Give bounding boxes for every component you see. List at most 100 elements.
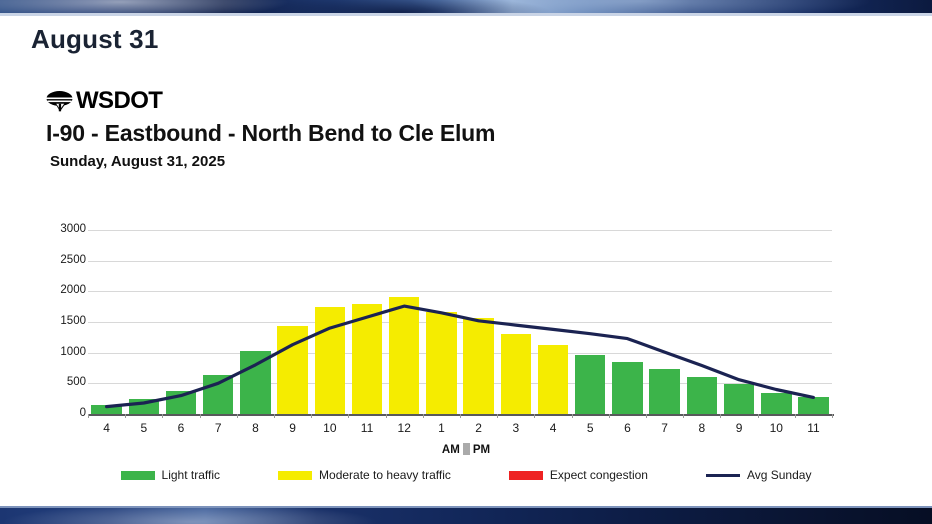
- bar-series: [88, 230, 832, 414]
- gridline: [88, 291, 832, 293]
- bar: [649, 368, 680, 414]
- x-axis-tick: [534, 414, 536, 418]
- x-axis-tick: [348, 414, 350, 418]
- x-axis-tick-label: 2: [475, 421, 482, 435]
- wsdot-logo-row: WSDOT: [46, 87, 495, 114]
- bar: [388, 297, 420, 414]
- y-axis-tick-label: 0: [79, 407, 86, 419]
- x-axis-tick-label: 6: [624, 421, 631, 435]
- legend-label: Light traffic: [161, 468, 221, 482]
- y-axis-tick-label: 1000: [60, 345, 86, 358]
- bar: [537, 344, 569, 414]
- bar: [686, 377, 718, 414]
- bar: [240, 351, 271, 414]
- x-axis-tick: [794, 414, 796, 418]
- x-axis-line: [88, 414, 834, 416]
- bar-slot: [534, 230, 571, 414]
- x-axis-tick-label: 11: [360, 421, 374, 435]
- bar: [91, 404, 122, 414]
- y-axis-tick-label: 3000: [60, 223, 86, 235]
- x-axis-labels: 4 5 6 7 8 9 10 11 12 1 2 3 4 5 6 7 8 9 10 11: [88, 421, 832, 435]
- am-label: AM: [441, 444, 460, 456]
- x-axis-tick: [236, 414, 238, 418]
- x-axis-tick: [274, 414, 275, 418]
- wsdot-logo-icon: [46, 91, 73, 112]
- bar: [612, 362, 643, 414]
- x-axis-tick: [162, 414, 164, 418]
- x-axis-tick: [683, 414, 685, 418]
- x-axis-tick: [608, 414, 610, 418]
- avg-sunday-line: [105, 304, 815, 409]
- legend-swatch: [508, 470, 543, 480]
- bar: [798, 396, 829, 414]
- x-axis-tick-label: 9: [735, 421, 743, 435]
- bar-slot: [572, 230, 609, 414]
- x-axis-tick: [757, 414, 759, 418]
- legend-swatch: [705, 473, 740, 477]
- bar-slot: [348, 230, 385, 414]
- slide-title: August 31: [31, 24, 159, 54]
- legend-label: Expect congestion: [549, 468, 648, 482]
- decorative-bottom-band: [0, 508, 932, 524]
- x-axis-tick-label: 1: [438, 421, 445, 435]
- x-axis-tick: [571, 414, 573, 418]
- chart-legend: Light traffic Moderate to heavy traffic Ex…: [0, 468, 932, 482]
- chart-header: WSDOT I-90 - Eastbound - North Bend to C…: [46, 87, 496, 170]
- x-axis-tick-label: 8: [698, 421, 706, 435]
- x-axis-tick: [311, 414, 313, 418]
- gridline: [88, 260, 832, 262]
- x-axis-tick-label: 5: [586, 421, 594, 435]
- bar-slot: [237, 230, 274, 414]
- bar-slot: [497, 230, 534, 414]
- wsdot-wordmark: WSDOT: [76, 87, 163, 114]
- traffic-volume-chart: 3000 2500 2000 1500 1000 500 0: [0, 223, 932, 430]
- legend-label: Avg Sunday: [746, 468, 812, 482]
- bar-slot: [720, 230, 757, 414]
- bar-slot: [386, 230, 423, 414]
- pm-label: PM: [472, 444, 491, 456]
- x-axis-tick-label: 7: [214, 421, 222, 435]
- bar-slot: [88, 230, 125, 414]
- bar: [351, 304, 383, 414]
- bar-slot: [646, 230, 683, 414]
- decorative-top-band: [0, 0, 932, 13]
- gridline: [88, 352, 832, 354]
- route-title: I-90 - Eastbound - North Bend to Cle Elu…: [46, 120, 496, 146]
- x-axis-tick-label: 5: [140, 421, 148, 435]
- legend-item: Moderate to heavy traffic: [278, 468, 451, 482]
- y-axis-tick-label: 500: [66, 376, 86, 389]
- x-axis-tick: [832, 414, 833, 418]
- bar: [426, 311, 457, 414]
- x-axis-tick: [460, 414, 461, 418]
- am-pm-label: AM PM: [0, 443, 932, 456]
- y-axis-tick-label: 1500: [60, 315, 86, 327]
- legend-swatch: [120, 470, 155, 480]
- bar-slot: [423, 230, 460, 414]
- bottom-band-edge: [0, 506, 932, 508]
- bar-slot: [609, 230, 646, 414]
- x-axis-tick-label: 10: [323, 421, 337, 435]
- bar-slot: [683, 230, 720, 414]
- legend-item: Avg Sunday: [705, 468, 812, 482]
- y-axis-tick-label: 2500: [60, 253, 86, 266]
- x-axis-tick: [720, 414, 722, 418]
- x-axis-tick: [125, 414, 127, 418]
- x-axis-tick-label: 4: [103, 421, 110, 435]
- x-axis-tick: [385, 414, 387, 418]
- bar-slot: [758, 230, 795, 414]
- avg-sunday-path: [105, 304, 815, 409]
- x-axis-tick: [646, 414, 647, 418]
- x-axis-tick-label: 10: [769, 421, 783, 435]
- x-axis-tick-label: 8: [252, 421, 259, 435]
- x-axis-tick-label: 6: [177, 421, 185, 435]
- x-axis-tick-label: 4: [549, 421, 557, 435]
- chart-plot-area: [88, 230, 832, 414]
- x-axis-tick: [422, 414, 424, 418]
- top-band-edge: [0, 13, 932, 16]
- route-date-subtitle: Sunday, August 31, 2025: [50, 153, 226, 170]
- am-pm-divider: [462, 443, 470, 455]
- bar: [761, 393, 792, 414]
- x-axis-tick: [497, 414, 499, 418]
- x-axis-tick-label: 3: [512, 421, 520, 435]
- gridline: [88, 230, 832, 231]
